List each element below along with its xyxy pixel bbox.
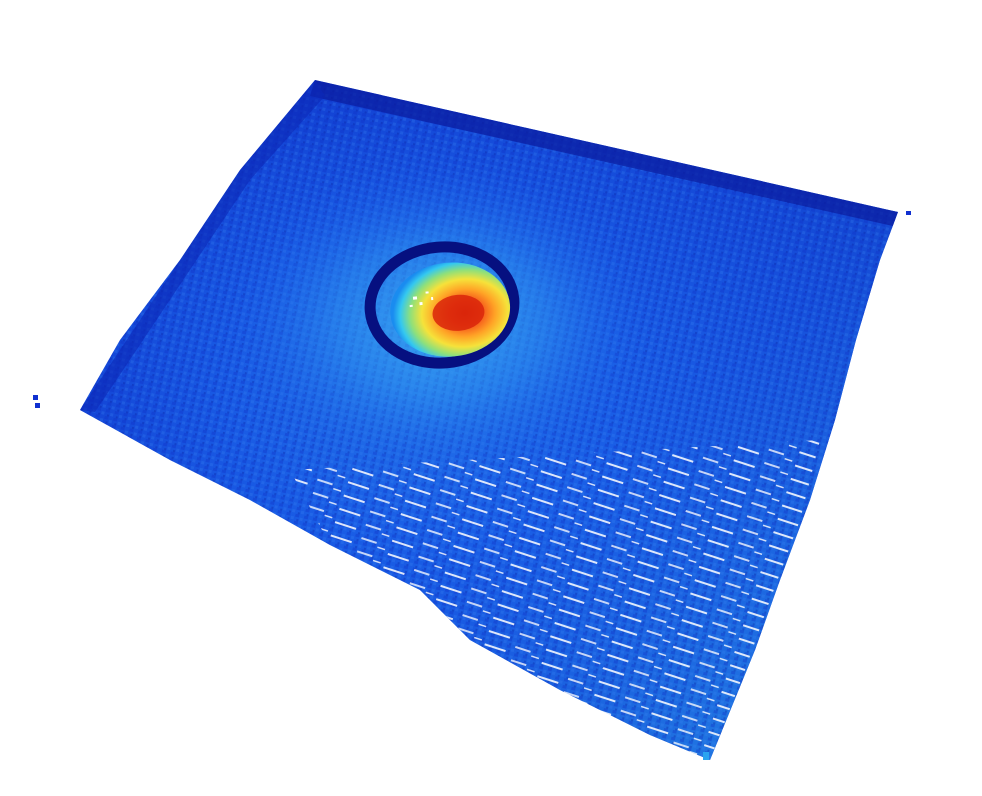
scan-gaps — [290, 440, 820, 760]
hotspot-ring — [364, 241, 520, 369]
outlier-points — [33, 211, 911, 760]
hotspot — [390, 262, 511, 357]
surface-mesh — [80, 80, 898, 760]
